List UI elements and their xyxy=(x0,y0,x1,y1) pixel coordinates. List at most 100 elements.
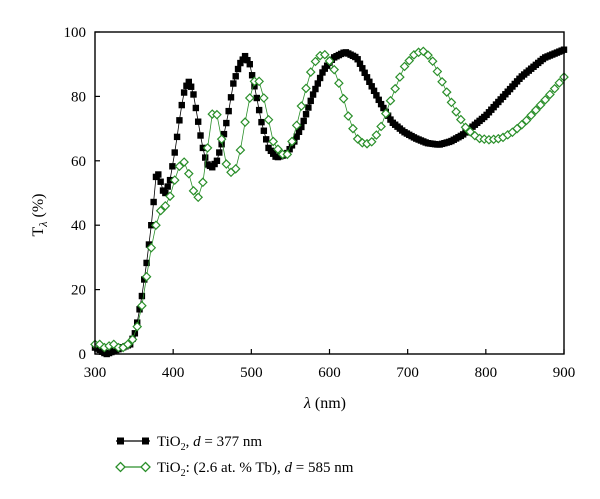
data-point-diamond xyxy=(230,164,241,174)
data-point-diamond xyxy=(432,66,443,77)
y-tick-label: 60 xyxy=(71,154,86,170)
data-point-square xyxy=(375,96,382,104)
data-point-square xyxy=(185,78,192,86)
data-point-diamond xyxy=(329,64,340,75)
series-layer xyxy=(90,46,569,358)
data-point-diamond xyxy=(146,242,157,253)
data-point-square xyxy=(220,130,228,138)
data-point-square xyxy=(359,65,366,72)
y-tick-label: 100 xyxy=(64,25,87,41)
data-point-square xyxy=(162,189,169,197)
data-point-diamond xyxy=(179,157,189,167)
data-point-square xyxy=(300,117,307,125)
x-axis-title: λ (nm) xyxy=(303,395,346,412)
data-point-square xyxy=(230,80,237,87)
data-point-diamond xyxy=(446,97,457,108)
data-point-diamond xyxy=(348,123,358,134)
data-point-square xyxy=(309,91,317,98)
data-point-diamond xyxy=(371,130,382,140)
data-point-diamond xyxy=(301,83,311,94)
data-point-diamond xyxy=(385,95,396,106)
data-point-diamond xyxy=(516,119,527,130)
data-point-square xyxy=(286,146,293,153)
data-point-diamond xyxy=(183,168,194,179)
y-tick-label: 40 xyxy=(71,218,86,234)
data-point-square xyxy=(178,101,185,109)
data-point-diamond xyxy=(455,114,466,125)
data-point-square xyxy=(176,117,183,124)
data-point-square xyxy=(316,74,324,82)
data-point-diamond xyxy=(390,83,401,94)
data-point-square xyxy=(234,65,242,73)
data-point-square xyxy=(314,80,321,87)
data-point-diamond xyxy=(198,177,208,188)
data-point-square xyxy=(223,119,230,127)
data-point-diamond xyxy=(310,56,321,67)
data-point-diamond xyxy=(263,114,274,125)
legend-marker-square xyxy=(142,437,149,445)
data-point-square xyxy=(298,123,305,131)
data-point-square xyxy=(192,104,200,112)
data-point-diamond xyxy=(395,72,405,82)
data-point-diamond xyxy=(451,107,461,117)
data-point-square xyxy=(377,100,385,108)
data-point-diamond xyxy=(334,78,344,89)
data-point-square xyxy=(197,132,204,139)
data-point-square xyxy=(319,69,326,76)
legend: TiO2, d = 377 nm TiO2: (2.6 at. % Tb), d… xyxy=(115,434,354,479)
data-point-square xyxy=(232,73,239,80)
data-point-square xyxy=(239,56,246,63)
data-point-square xyxy=(295,128,303,136)
data-point-square xyxy=(354,56,361,63)
data-point-square xyxy=(241,52,249,60)
data-point-square xyxy=(368,83,375,90)
data-point-diamond xyxy=(141,271,152,282)
legend-marker-diamond xyxy=(140,461,151,473)
series-tio2 xyxy=(91,46,568,358)
data-point-square xyxy=(216,149,223,156)
x-tick-label: 900 xyxy=(553,365,576,381)
x-tick-label: 500 xyxy=(240,365,263,381)
data-point-square xyxy=(373,92,380,99)
data-point-square xyxy=(157,178,164,185)
x-tick-label: 400 xyxy=(162,365,185,381)
data-point-square xyxy=(155,171,162,178)
data-point-square xyxy=(143,259,150,267)
data-point-square xyxy=(211,160,218,168)
legend-marker-diamond xyxy=(115,461,126,473)
data-point-diamond xyxy=(441,87,452,97)
x-tick-label: 600 xyxy=(318,365,341,381)
data-point-diamond xyxy=(235,145,246,155)
data-point-square xyxy=(213,157,221,164)
legend-label-tio2: TiO2, d = 377 nm xyxy=(157,434,262,453)
data-point-square xyxy=(183,82,190,89)
y-tick-label: 80 xyxy=(71,89,86,105)
data-point-diamond xyxy=(305,67,316,77)
data-point-diamond xyxy=(165,191,175,202)
data-point-square xyxy=(169,163,176,170)
data-point-square xyxy=(246,61,253,68)
data-point-diamond xyxy=(554,78,565,88)
data-point-square xyxy=(145,241,153,248)
x-tick-label: 300 xyxy=(84,365,107,381)
data-point-square xyxy=(356,60,364,67)
data-point-square xyxy=(218,141,225,148)
data-point-square xyxy=(293,133,300,140)
data-point-diamond xyxy=(273,144,283,155)
data-point-diamond xyxy=(282,149,293,160)
data-point-diamond xyxy=(545,89,555,100)
legend-label-tio2-tb: TiO2: (2.6 at. % Tb), d = 585 nm xyxy=(157,460,354,479)
data-point-diamond xyxy=(160,201,171,211)
plot-frame xyxy=(94,31,565,355)
x-ticks: 300 400 500 600 700 800 900 xyxy=(84,349,576,381)
data-point-square xyxy=(260,127,268,134)
data-point-diamond xyxy=(258,93,269,103)
data-point-diamond xyxy=(343,111,354,121)
data-point-diamond xyxy=(549,83,560,94)
data-point-diamond xyxy=(366,136,377,147)
data-point-diamond xyxy=(137,300,147,311)
data-point-diamond xyxy=(521,115,532,126)
data-point-diamond xyxy=(399,61,410,72)
data-point-square xyxy=(227,94,235,101)
